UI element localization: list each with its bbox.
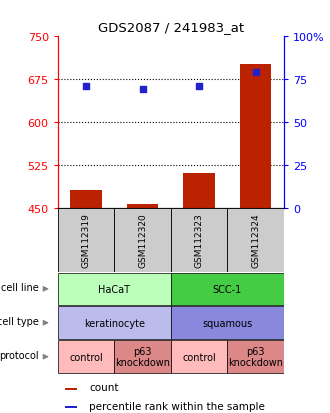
- Point: [140, 87, 145, 93]
- Text: GSM112319: GSM112319: [82, 213, 90, 268]
- Bar: [71, 191, 102, 208]
- Text: percentile rank within the sample: percentile rank within the sample: [89, 401, 265, 411]
- Text: GSM112323: GSM112323: [194, 213, 204, 268]
- Text: control: control: [69, 352, 103, 362]
- Bar: [171, 341, 227, 373]
- Bar: [114, 341, 171, 373]
- Bar: [171, 208, 227, 272]
- Bar: [227, 208, 284, 272]
- Text: SCC-1: SCC-1: [213, 284, 242, 294]
- Text: control: control: [182, 352, 216, 362]
- Text: GSM112324: GSM112324: [251, 213, 260, 267]
- Title: GDS2087 / 241983_at: GDS2087 / 241983_at: [98, 21, 244, 34]
- Bar: [58, 273, 171, 305]
- Point: [253, 69, 258, 76]
- Bar: [127, 205, 158, 208]
- Bar: [240, 65, 271, 208]
- Text: cell line: cell line: [1, 282, 39, 292]
- Bar: [171, 307, 284, 339]
- Text: cell type: cell type: [0, 316, 39, 326]
- Text: keratinocyte: keratinocyte: [84, 318, 145, 328]
- Bar: [65, 406, 77, 408]
- Bar: [58, 208, 114, 272]
- Text: squamous: squamous: [202, 318, 252, 328]
- Text: protocol: protocol: [0, 350, 39, 360]
- Text: p63
knockdown: p63 knockdown: [228, 346, 283, 368]
- Text: count: count: [89, 382, 119, 392]
- Bar: [58, 307, 171, 339]
- Point: [196, 83, 202, 90]
- Bar: [58, 341, 114, 373]
- Text: p63
knockdown: p63 knockdown: [115, 346, 170, 368]
- Bar: [171, 273, 284, 305]
- Bar: [65, 388, 77, 390]
- Bar: [183, 174, 214, 208]
- Bar: [114, 208, 171, 272]
- Text: HaCaT: HaCaT: [98, 284, 130, 294]
- Text: GSM112320: GSM112320: [138, 213, 147, 268]
- Point: [83, 83, 89, 90]
- Bar: [227, 341, 284, 373]
